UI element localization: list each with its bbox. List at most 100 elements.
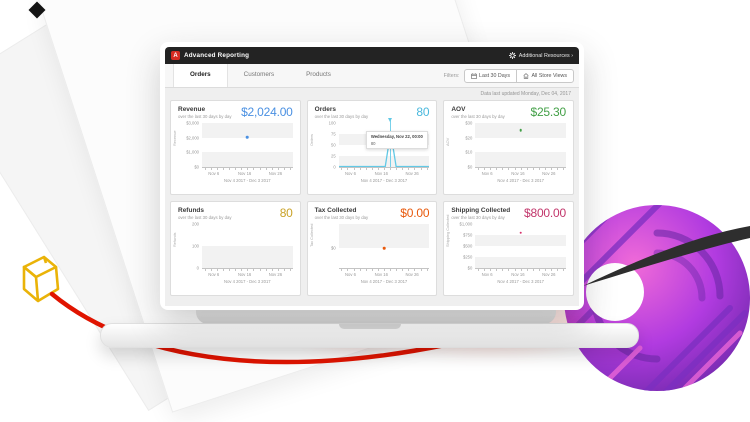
x-tick bbox=[402, 269, 404, 271]
x-tick bbox=[514, 168, 516, 170]
store-views-filter-button[interactable]: All Store Views bbox=[515, 68, 574, 83]
laptop-base bbox=[100, 323, 639, 348]
x-tick bbox=[383, 168, 385, 170]
y-axis-title: Revenue bbox=[172, 130, 177, 146]
x-tick bbox=[502, 168, 504, 170]
data-point bbox=[246, 136, 249, 139]
y-axis-tick-label: $1,000 bbox=[186, 149, 199, 155]
x-tick bbox=[390, 168, 392, 170]
y-axis-tick-label: 0 bbox=[333, 164, 336, 170]
x-tick bbox=[371, 269, 373, 271]
chart-plot[interactable] bbox=[338, 224, 430, 268]
x-tick bbox=[402, 168, 404, 170]
card-header: Orders over the last 30 days by day 80 bbox=[308, 101, 437, 120]
x-tick bbox=[420, 269, 422, 271]
x-tick-label: Nov 16 bbox=[374, 170, 388, 176]
chart-area: Tax Collected $0 Nov 6 Nov 16 Nov 26 Nov 4… bbox=[308, 221, 437, 286]
chart-plot[interactable] bbox=[202, 224, 293, 268]
tab-products[interactable]: Products bbox=[306, 71, 331, 78]
x-tick-label: Nov 6 bbox=[481, 271, 493, 277]
chart-tooltip: Wednesday, Nov 22, 00:00 80 bbox=[365, 130, 428, 150]
x-tick bbox=[359, 168, 361, 170]
x-tick bbox=[253, 168, 255, 170]
chart-band bbox=[202, 152, 293, 167]
x-tick-label: Nov 26 bbox=[542, 271, 556, 277]
x-tick bbox=[520, 168, 522, 170]
x-tick-label: Nov 16 bbox=[237, 271, 252, 277]
date-range-label: Nov 4 2017 - Dec 3 2017 bbox=[360, 279, 408, 284]
x-tick bbox=[532, 168, 534, 170]
y-axis-title: Shipping Collected bbox=[445, 214, 451, 247]
tab-orders[interactable]: Orders bbox=[173, 64, 228, 87]
additional-resources-button[interactable]: Additional Resources › bbox=[508, 52, 573, 59]
x-tick-label: Nov 6 bbox=[481, 170, 493, 176]
tab-customers[interactable]: Customers bbox=[243, 71, 275, 78]
card-header: Revenue over the last 30 days by day $2,… bbox=[171, 101, 300, 120]
x-tick bbox=[514, 269, 516, 271]
x-tick bbox=[247, 168, 249, 170]
chart-band bbox=[475, 257, 566, 268]
card-title: Revenue bbox=[178, 106, 206, 113]
x-tick bbox=[490, 168, 492, 170]
date-range-label: Nov 4 2017 - Dec 3 2017 bbox=[360, 178, 408, 183]
x-tick bbox=[341, 168, 343, 170]
laptop-base-notch bbox=[338, 324, 401, 329]
y-axis-labels: $0 bbox=[319, 224, 339, 268]
y-axis-tick-label: 200 bbox=[192, 221, 199, 227]
card-subtitle: over the last 30 days by day bbox=[314, 215, 369, 220]
x-axis: Nov 6 Nov 16 Nov 26 bbox=[475, 167, 566, 177]
chart-area: Refunds 200 100 0 Nov 6 Nov 16 Nov 26 Nov 4 … bbox=[171, 221, 300, 286]
chart-plot[interactable]: Wednesday, Nov 22, 00:00 80 bbox=[338, 118, 430, 167]
card-subtitle: over the last 30 days by day bbox=[314, 114, 369, 119]
x-tick bbox=[408, 269, 410, 271]
y-axis-labels: $1,000 $750 $500 $250 $0 bbox=[455, 222, 475, 271]
card-title: Shipping Collected bbox=[451, 207, 511, 214]
x-tick bbox=[277, 269, 279, 271]
x-tick bbox=[283, 269, 285, 271]
x-tick bbox=[353, 269, 355, 271]
data-point bbox=[519, 231, 522, 235]
y-axis-tick-label: $0 bbox=[467, 265, 473, 271]
gear-icon bbox=[508, 52, 516, 59]
chart-plot[interactable] bbox=[202, 123, 293, 167]
x-tick bbox=[359, 269, 361, 271]
date-range-label: Nov 4 2017 - Dec 3 2017 bbox=[497, 178, 544, 183]
y-axis-tick-label: 75 bbox=[330, 131, 336, 137]
x-tick bbox=[365, 269, 367, 271]
x-tick bbox=[426, 168, 428, 170]
x-axis: Nov 6 Nov 16 Nov 26 bbox=[202, 167, 293, 177]
x-tick bbox=[222, 269, 224, 271]
x-tick bbox=[396, 168, 398, 170]
x-axis: Nov 6 Nov 16 Nov 26 bbox=[338, 167, 430, 177]
date-range-filter-button[interactable]: Last 30 Days bbox=[463, 68, 517, 83]
chart-area: AOV $30 $20 $10 $0 Nov 6 Nov 16 Nov 26 Nov 4 … bbox=[444, 120, 573, 185]
x-tick bbox=[210, 269, 212, 271]
laptop-bottom-bezel bbox=[196, 306, 556, 324]
x-tick-label: Nov 16 bbox=[511, 271, 525, 277]
x-tick-label: Nov 26 bbox=[268, 271, 283, 277]
x-tick bbox=[563, 269, 565, 271]
x-tick bbox=[289, 168, 291, 170]
date-range-label: Nov 4 2017 - Dec 3 2017 bbox=[224, 178, 271, 183]
x-tick bbox=[478, 269, 480, 271]
x-tick bbox=[235, 269, 237, 271]
card-title: Refunds bbox=[178, 207, 204, 214]
x-tick bbox=[484, 168, 486, 170]
x-tick bbox=[229, 269, 231, 271]
x-tick bbox=[484, 269, 486, 271]
chart-plot[interactable] bbox=[475, 224, 566, 268]
x-tick-label: Nov 6 bbox=[208, 271, 220, 277]
x-tick bbox=[341, 269, 343, 271]
x-tick bbox=[253, 269, 255, 271]
y-axis-tick-label: $3,000 bbox=[186, 120, 199, 126]
metrics-grid: Revenue over the last 30 days by day $2,… bbox=[170, 100, 574, 296]
x-tick bbox=[532, 269, 534, 271]
x-tick bbox=[271, 168, 273, 170]
chart-area: Revenue $3,000 $2,000 $1,000 $0 Nov 6 Nov 16… bbox=[171, 120, 300, 185]
x-tick bbox=[563, 168, 565, 170]
x-tick bbox=[478, 168, 480, 170]
chart-plot[interactable] bbox=[475, 123, 566, 167]
x-tick bbox=[377, 269, 379, 271]
chart-area: Shipping Collected $1,000 $750 $500 $250 $0 … bbox=[444, 215, 573, 286]
x-tick bbox=[204, 269, 206, 271]
